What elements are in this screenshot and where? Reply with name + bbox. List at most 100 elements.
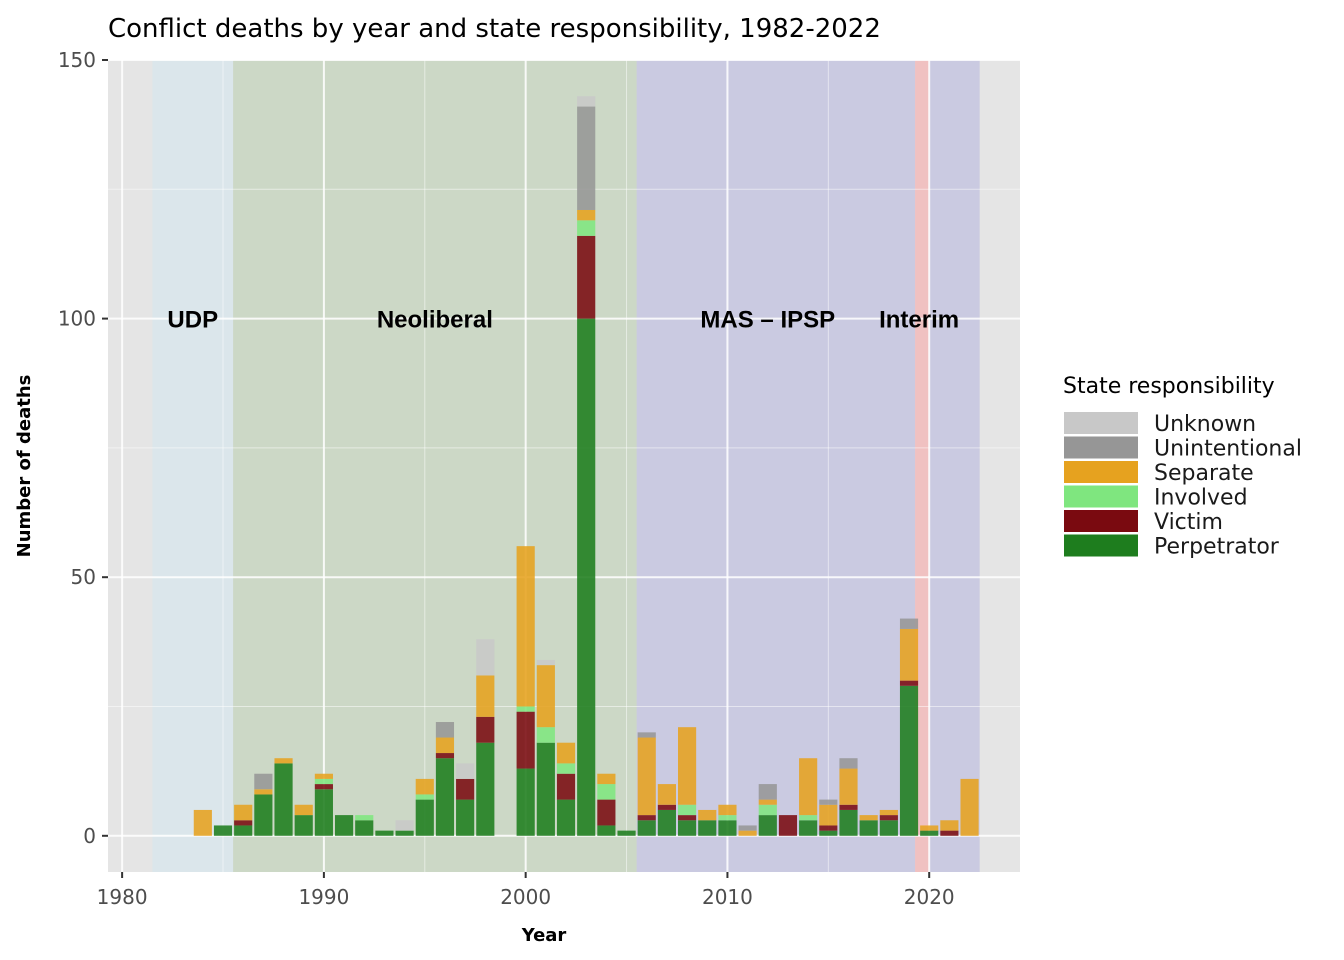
bar-2000-victim — [516, 711, 535, 769]
y-axis: 0 50 100 150 — [58, 48, 108, 848]
bar-1997-perpetrator — [456, 799, 475, 836]
bar-2004-involved — [597, 784, 616, 800]
bar-2015-victim — [819, 825, 838, 831]
bar-2012-perpetrator — [758, 815, 777, 836]
y-tick-label-100: 100 — [58, 307, 96, 331]
bar-2006-unintentional — [637, 732, 656, 738]
legend-swatch-involved — [1064, 485, 1138, 508]
bar-2016-victim — [839, 804, 858, 810]
bar-2018-perpetrator — [879, 820, 898, 836]
bar-2006-victim — [637, 815, 656, 821]
bar-1987-separate — [254, 789, 273, 795]
bar-2019-unintentional — [899, 618, 919, 629]
bar-1986-separate — [234, 804, 253, 821]
bar-2012-involved — [758, 804, 777, 816]
bar-1989-separate — [294, 804, 313, 816]
bar-1998-unknown — [476, 639, 495, 676]
bar-2005-perpetrator — [617, 830, 636, 836]
bar-2020-separate — [920, 825, 939, 831]
bar-2001-perpetrator — [536, 742, 555, 836]
bar-1995-separate — [415, 778, 434, 795]
bar-1985-perpetrator — [213, 825, 233, 836]
x-tick-label-2000: 2000 — [500, 885, 551, 909]
bar-1987-unintentional — [254, 773, 273, 790]
bar-1990-involved — [314, 778, 333, 785]
period-band-udp — [152, 60, 234, 872]
y-axis-title: Number of deaths — [14, 375, 35, 558]
bar-2010-perpetrator — [718, 820, 737, 836]
bar-2018-victim — [879, 815, 898, 821]
bar-1995-involved — [415, 794, 434, 800]
bar-2010-involved — [718, 815, 737, 821]
bar-1988-perpetrator — [274, 763, 293, 836]
bar-2014-separate — [799, 758, 818, 816]
bar-2003-victim — [577, 235, 596, 319]
bar-2020-perpetrator — [920, 830, 939, 836]
bar-2007-separate — [657, 784, 676, 805]
bar-1990-separate — [314, 773, 333, 779]
bar-2002-perpetrator — [556, 799, 576, 836]
bar-2001-unknown — [536, 659, 555, 666]
bar-1992-involved — [355, 815, 374, 821]
bar-2008-involved — [678, 804, 697, 816]
bar-2006-perpetrator — [637, 820, 656, 836]
bar-2000-separate — [516, 546, 535, 707]
bar-2000-perpetrator — [516, 768, 535, 836]
bar-2021-victim — [940, 830, 959, 836]
period-label-mas-ipsp: MAS – IPSP — [700, 307, 835, 334]
bar-2003-involved — [577, 220, 596, 236]
bar-2003-separate — [577, 209, 596, 221]
bar-2008-perpetrator — [678, 820, 697, 836]
legend: State responsibility UnknownUnintentiona… — [1063, 374, 1302, 560]
bar-1989-perpetrator — [294, 815, 313, 836]
bar-2000-involved — [516, 706, 535, 712]
legend-swatch-unknown — [1064, 412, 1138, 434]
bar-2007-perpetrator — [657, 809, 676, 836]
bar-1990-victim — [314, 784, 333, 790]
y-tick-label-50: 50 — [71, 565, 96, 589]
y-tick-label-150: 150 — [58, 48, 96, 72]
legend-label-perpetrator: Perpetrator — [1154, 535, 1280, 560]
bar-2002-victim — [556, 773, 576, 800]
bars — [193, 96, 979, 836]
bar-2011-unintentional — [738, 825, 757, 831]
bar-2016-unintentional — [839, 758, 858, 769]
legend-label-victim: Victim — [1154, 510, 1223, 535]
legend-label-separate: Separate — [1154, 461, 1254, 486]
period-label-neoliberal: Neoliberal — [377, 307, 493, 334]
period-label-udp: UDP — [167, 307, 218, 334]
bar-1998-perpetrator — [476, 742, 495, 836]
bar-1994-perpetrator — [395, 830, 414, 836]
y-tick-label-0: 0 — [83, 824, 96, 848]
bar-2007-victim — [657, 804, 676, 810]
period-label-interim: Interim — [879, 307, 959, 334]
bar-2017-separate — [859, 815, 878, 821]
bar-2004-perpetrator — [597, 825, 616, 836]
bar-1991-perpetrator — [334, 815, 354, 836]
x-axis-title: Year — [521, 925, 567, 946]
bar-1990-perpetrator — [314, 789, 333, 836]
bar-1995-perpetrator — [415, 799, 434, 836]
bar-2022-separate — [960, 778, 979, 836]
bar-1986-perpetrator — [234, 825, 253, 836]
bar-2019-perpetrator — [899, 685, 919, 836]
period-band-interim — [915, 60, 930, 872]
bar-2021-separate — [940, 820, 959, 831]
x-tick-label-1990: 1990 — [298, 885, 349, 909]
legend-label-unintentional: Unintentional — [1154, 437, 1302, 462]
bar-1996-separate — [435, 737, 455, 754]
bar-2017-perpetrator — [859, 820, 878, 836]
bar-2012-unintentional — [758, 784, 777, 800]
bar-2012-separate — [758, 799, 777, 805]
bar-2015-perpetrator — [819, 830, 838, 836]
bar-2009-perpetrator — [698, 820, 717, 836]
bar-2004-victim — [597, 799, 616, 826]
bar-2011-separate — [738, 830, 757, 836]
legend-swatch-separate — [1064, 461, 1138, 483]
period-labels: UDP Neoliberal MAS – IPSP Interim — [167, 307, 959, 334]
bar-2001-involved — [536, 727, 555, 743]
x-axis: 1980 1990 2000 2010 2020 — [97, 872, 955, 909]
bar-2003-unknown — [577, 96, 596, 107]
legend-swatch-unintentional — [1064, 436, 1138, 459]
bar-2001-separate — [536, 665, 555, 728]
